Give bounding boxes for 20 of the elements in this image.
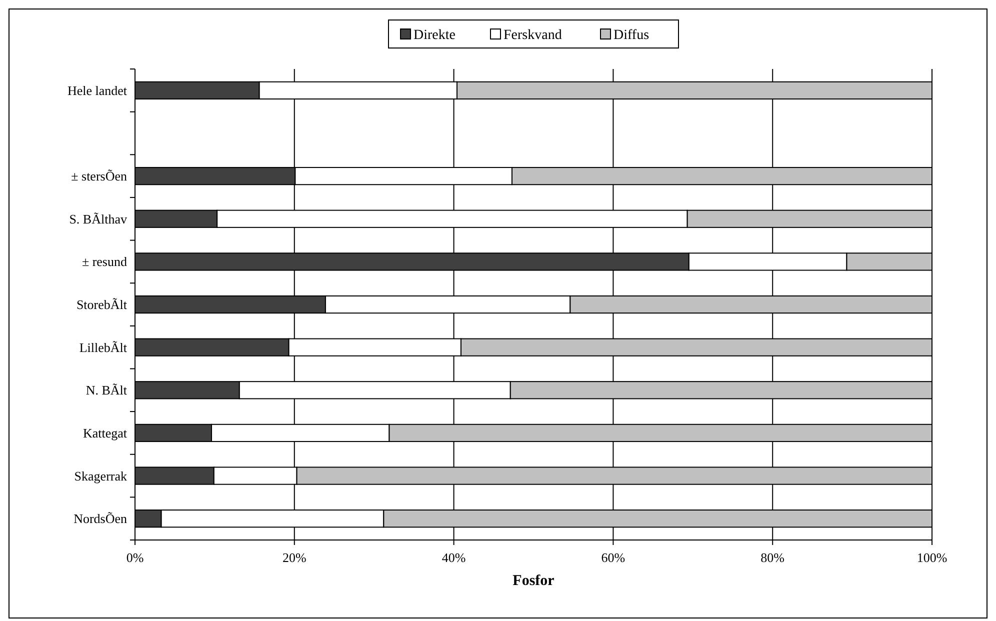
x-tick-label: 100% [916,550,948,565]
x-tick-label: 60% [601,550,626,565]
y-tick-label: S. BÃlthav [69,211,128,226]
y-tick-label: Hele landet [67,82,128,98]
legend-label: Direkte [414,28,456,43]
y-tick-label: ± stersÕen [71,168,128,184]
x-tick-label: 0% [126,550,144,565]
x-tick-label: 20% [282,550,306,565]
y-tick-label: LillebÃlt [79,340,128,355]
y-tick-label: NordsÕen [74,511,128,526]
y-tick-label: StorebÃlt [76,297,128,312]
y-tick-label: N. BÃlt [86,382,128,398]
legend-label: Ferskvand [504,28,562,43]
y-tick-label: ± resund [82,254,128,270]
y-tick-label: Skagerrak [74,468,128,484]
x-axis-title: Fosfor [512,573,555,589]
legend-label: Diffus [614,28,650,43]
y-tick-label: Kattegat [82,426,128,441]
x-tick-label: 80% [760,550,785,565]
x-tick-label: 40% [442,550,466,565]
